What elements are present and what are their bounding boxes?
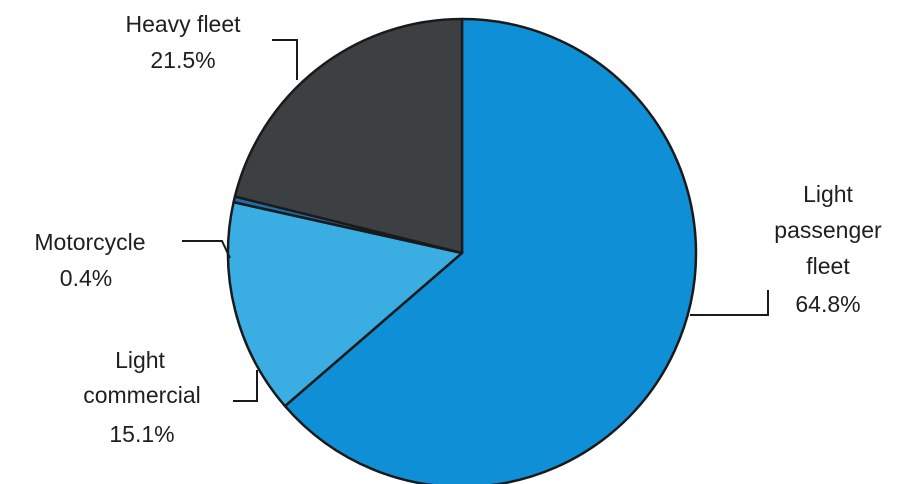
pie-slice-light-commercial: [226, 200, 464, 408]
heavy-fleet-label: Heavy fleet: [125, 11, 241, 37]
heavy-fleet-value: 21.5%: [150, 47, 215, 73]
light-commercial-value: 15.1%: [109, 421, 174, 447]
motorcycle-leader: [182, 240, 231, 259]
light-commercial-label-line1: Light: [115, 347, 165, 373]
pie-slices: [226, 17, 698, 484]
motorcycle-value: 0.4%: [60, 265, 112, 291]
light-passenger-label-line3: fleet: [806, 253, 850, 279]
light-passenger-label-line2: passenger: [774, 217, 882, 243]
light-commercial-label-line2: commercial: [83, 382, 201, 408]
light-passenger-value: 64.8%: [795, 291, 860, 317]
light-passenger-label-line1: Light: [803, 181, 853, 207]
slice-labels: Heavy fleet 21.5% Motorcycle 0.4% Light …: [34, 11, 882, 447]
pie-slice-heavy-fleet: [233, 17, 464, 255]
light-commercial-leader: [233, 370, 258, 402]
heavy-fleet-leader: [272, 39, 298, 80]
leader-lines: [182, 39, 769, 402]
motorcycle-label: Motorcycle: [34, 229, 145, 255]
light-passenger-leader: [690, 290, 769, 316]
pie-slice-light-passenger-fleet: [283, 17, 698, 484]
